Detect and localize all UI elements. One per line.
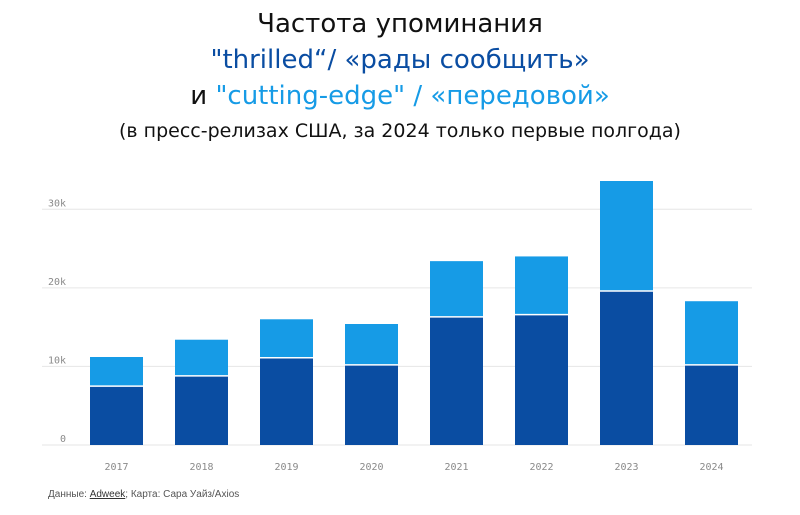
x-tick-label-2017: 2017: [104, 462, 128, 473]
bar-2019-series-2: [260, 319, 313, 358]
title-cutting-edge: "cutting-edge": [215, 81, 406, 111]
bars-layer: [90, 181, 738, 445]
source-note: Данные: Adweek; Карта: Сара Уайз/Axios: [48, 489, 239, 500]
bar-2024-series-2: [685, 301, 738, 365]
title-and: и: [190, 81, 216, 111]
bar-2019-series-1: [260, 357, 313, 445]
bar-2017-series-2: [90, 357, 143, 387]
bar-2023-series-2: [600, 181, 653, 291]
x-tick-label-2024: 2024: [699, 462, 723, 473]
source-suffix: ; Карта: Сара Уайз/Axios: [125, 489, 240, 500]
source-link-adweek[interactable]: Adweek: [89, 489, 126, 500]
bar-2021-series-2: [430, 261, 483, 317]
x-tick-label-2022: 2022: [529, 462, 553, 473]
chart-title-block: Частота упоминания "thrilled“/ «рады соо…: [0, 6, 800, 146]
x-tick-label-2023: 2023: [614, 462, 638, 473]
title-rady-soobshchit: «рады сообщить»: [336, 45, 590, 75]
y-tick-label-0: 0: [60, 434, 66, 445]
title-separator: /: [405, 81, 431, 111]
bar-2022-series-2: [515, 256, 568, 315]
chart-title-line-3: и "cutting-edge" / «передовой»: [0, 78, 800, 114]
bar-2021-series-1: [430, 316, 483, 445]
bar-2024-series-1: [685, 364, 738, 445]
chart-subtitle: (в пресс-релизах США, за 2024 только пер…: [119, 120, 681, 142]
title-thrilled: "thrilled“/: [210, 45, 337, 75]
bar-2022-series-1: [515, 314, 568, 445]
source-prefix: Данные:: [48, 489, 90, 500]
bar-2017-series-1: [90, 386, 143, 445]
title-line1: Частота упоминания: [257, 9, 543, 39]
bar-2020-series-2: [345, 324, 398, 365]
chart-title-line-2: "thrilled“/ «рады сообщить»: [0, 42, 800, 78]
bar-2023-series-1: [600, 291, 653, 445]
title-peredovoy: «передовой»: [430, 81, 610, 111]
y-tick-label-30k: 30k: [48, 198, 66, 209]
x-tick-label-2020: 2020: [359, 462, 383, 473]
bar-2018-series-2: [175, 339, 228, 376]
y-tick-label-10k: 10k: [48, 355, 66, 366]
bar-2020-series-1: [345, 364, 398, 445]
x-tick-label-2018: 2018: [189, 462, 213, 473]
x-tick-label-2019: 2019: [274, 462, 298, 473]
chart-title-line-1: Частота упоминания: [0, 6, 800, 42]
y-tick-label-20k: 20k: [48, 277, 66, 288]
bar-2018-series-1: [175, 375, 228, 445]
x-tick-label-2021: 2021: [444, 462, 468, 473]
x-axis: 2017 2018 2019 2020 2021 2022 2023 2024: [104, 462, 723, 473]
